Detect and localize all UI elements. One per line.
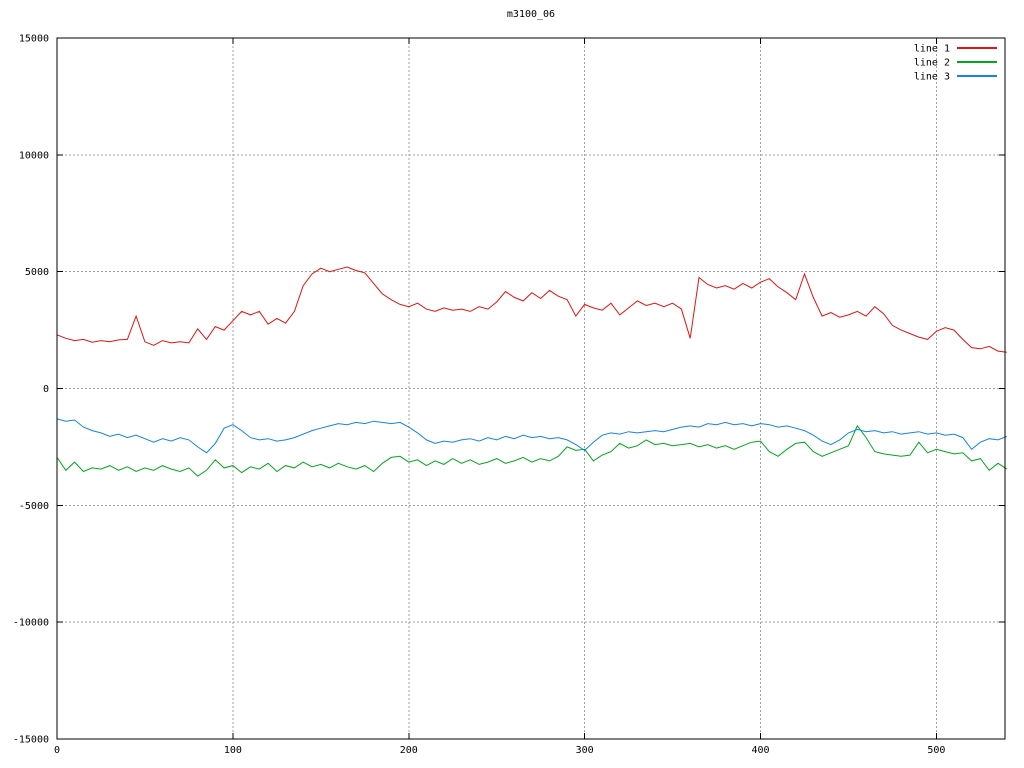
series-lines: [56, 266, 1008, 477]
x-axis-tick-label: 200: [400, 745, 418, 756]
series-line-3: [56, 418, 1007, 454]
chart-title: m3100_06: [507, 9, 555, 20]
x-axis-tick-label: 400: [751, 745, 769, 756]
x-axis-tick-label: 300: [576, 745, 594, 756]
y-axis-tick-label: -15000: [13, 735, 49, 746]
y-axis-tick-label: -5000: [19, 501, 49, 512]
legend-label: line 1: [914, 44, 950, 55]
y-axis-tick-label: 5000: [25, 267, 49, 278]
y-axis-tick-label: -10000: [13, 618, 49, 629]
axis-labels: 0 100 200 300 400 500 15000 10000 5000 0 -5000 -100…: [13, 34, 946, 757]
grid: [56, 37, 1005, 740]
x-axis-tick-label: 0: [54, 745, 60, 756]
x-axis-tick-label: 100: [224, 745, 242, 756]
legend-label: line 2: [914, 58, 950, 69]
y-axis-tick-label: 10000: [19, 150, 49, 161]
series-line-1: [56, 266, 1007, 353]
plot-frame: [56, 37, 1006, 740]
x-axis-tick-label: 500: [927, 745, 945, 756]
y-axis-tick-label: 0: [43, 384, 49, 395]
legend-label: line 3: [914, 72, 950, 83]
y-axis-tick-label: 15000: [19, 34, 49, 45]
series-line-2: [56, 424, 1008, 477]
legend: line 1 line 2 line 3: [914, 44, 997, 83]
